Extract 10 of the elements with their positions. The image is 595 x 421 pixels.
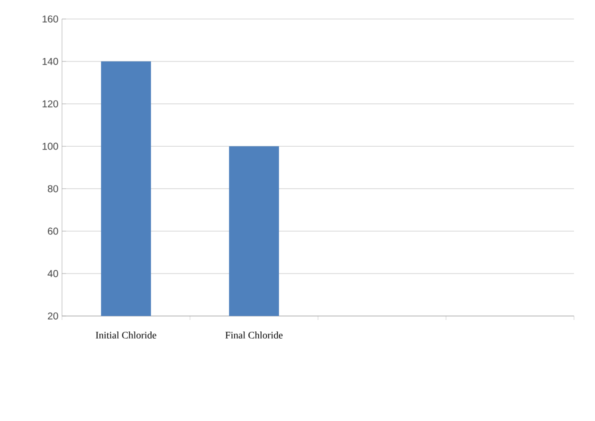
y-tick-label: 100 <box>42 142 58 150</box>
y-tick-label: 20 <box>48 312 58 320</box>
y-tick-label: 140 <box>42 58 58 65</box>
x-tick-label: Initial Chloride <box>96 332 156 339</box>
x-tick-label: Final Chloride <box>225 332 283 339</box>
y-tick-label: 60 <box>48 228 58 235</box>
y-tick-label: 80 <box>48 185 58 192</box>
y-tick-label: 120 <box>42 100 58 108</box>
y-tick-label: 40 <box>48 270 58 278</box>
y-tick-label: 160 <box>42 15 58 23</box>
